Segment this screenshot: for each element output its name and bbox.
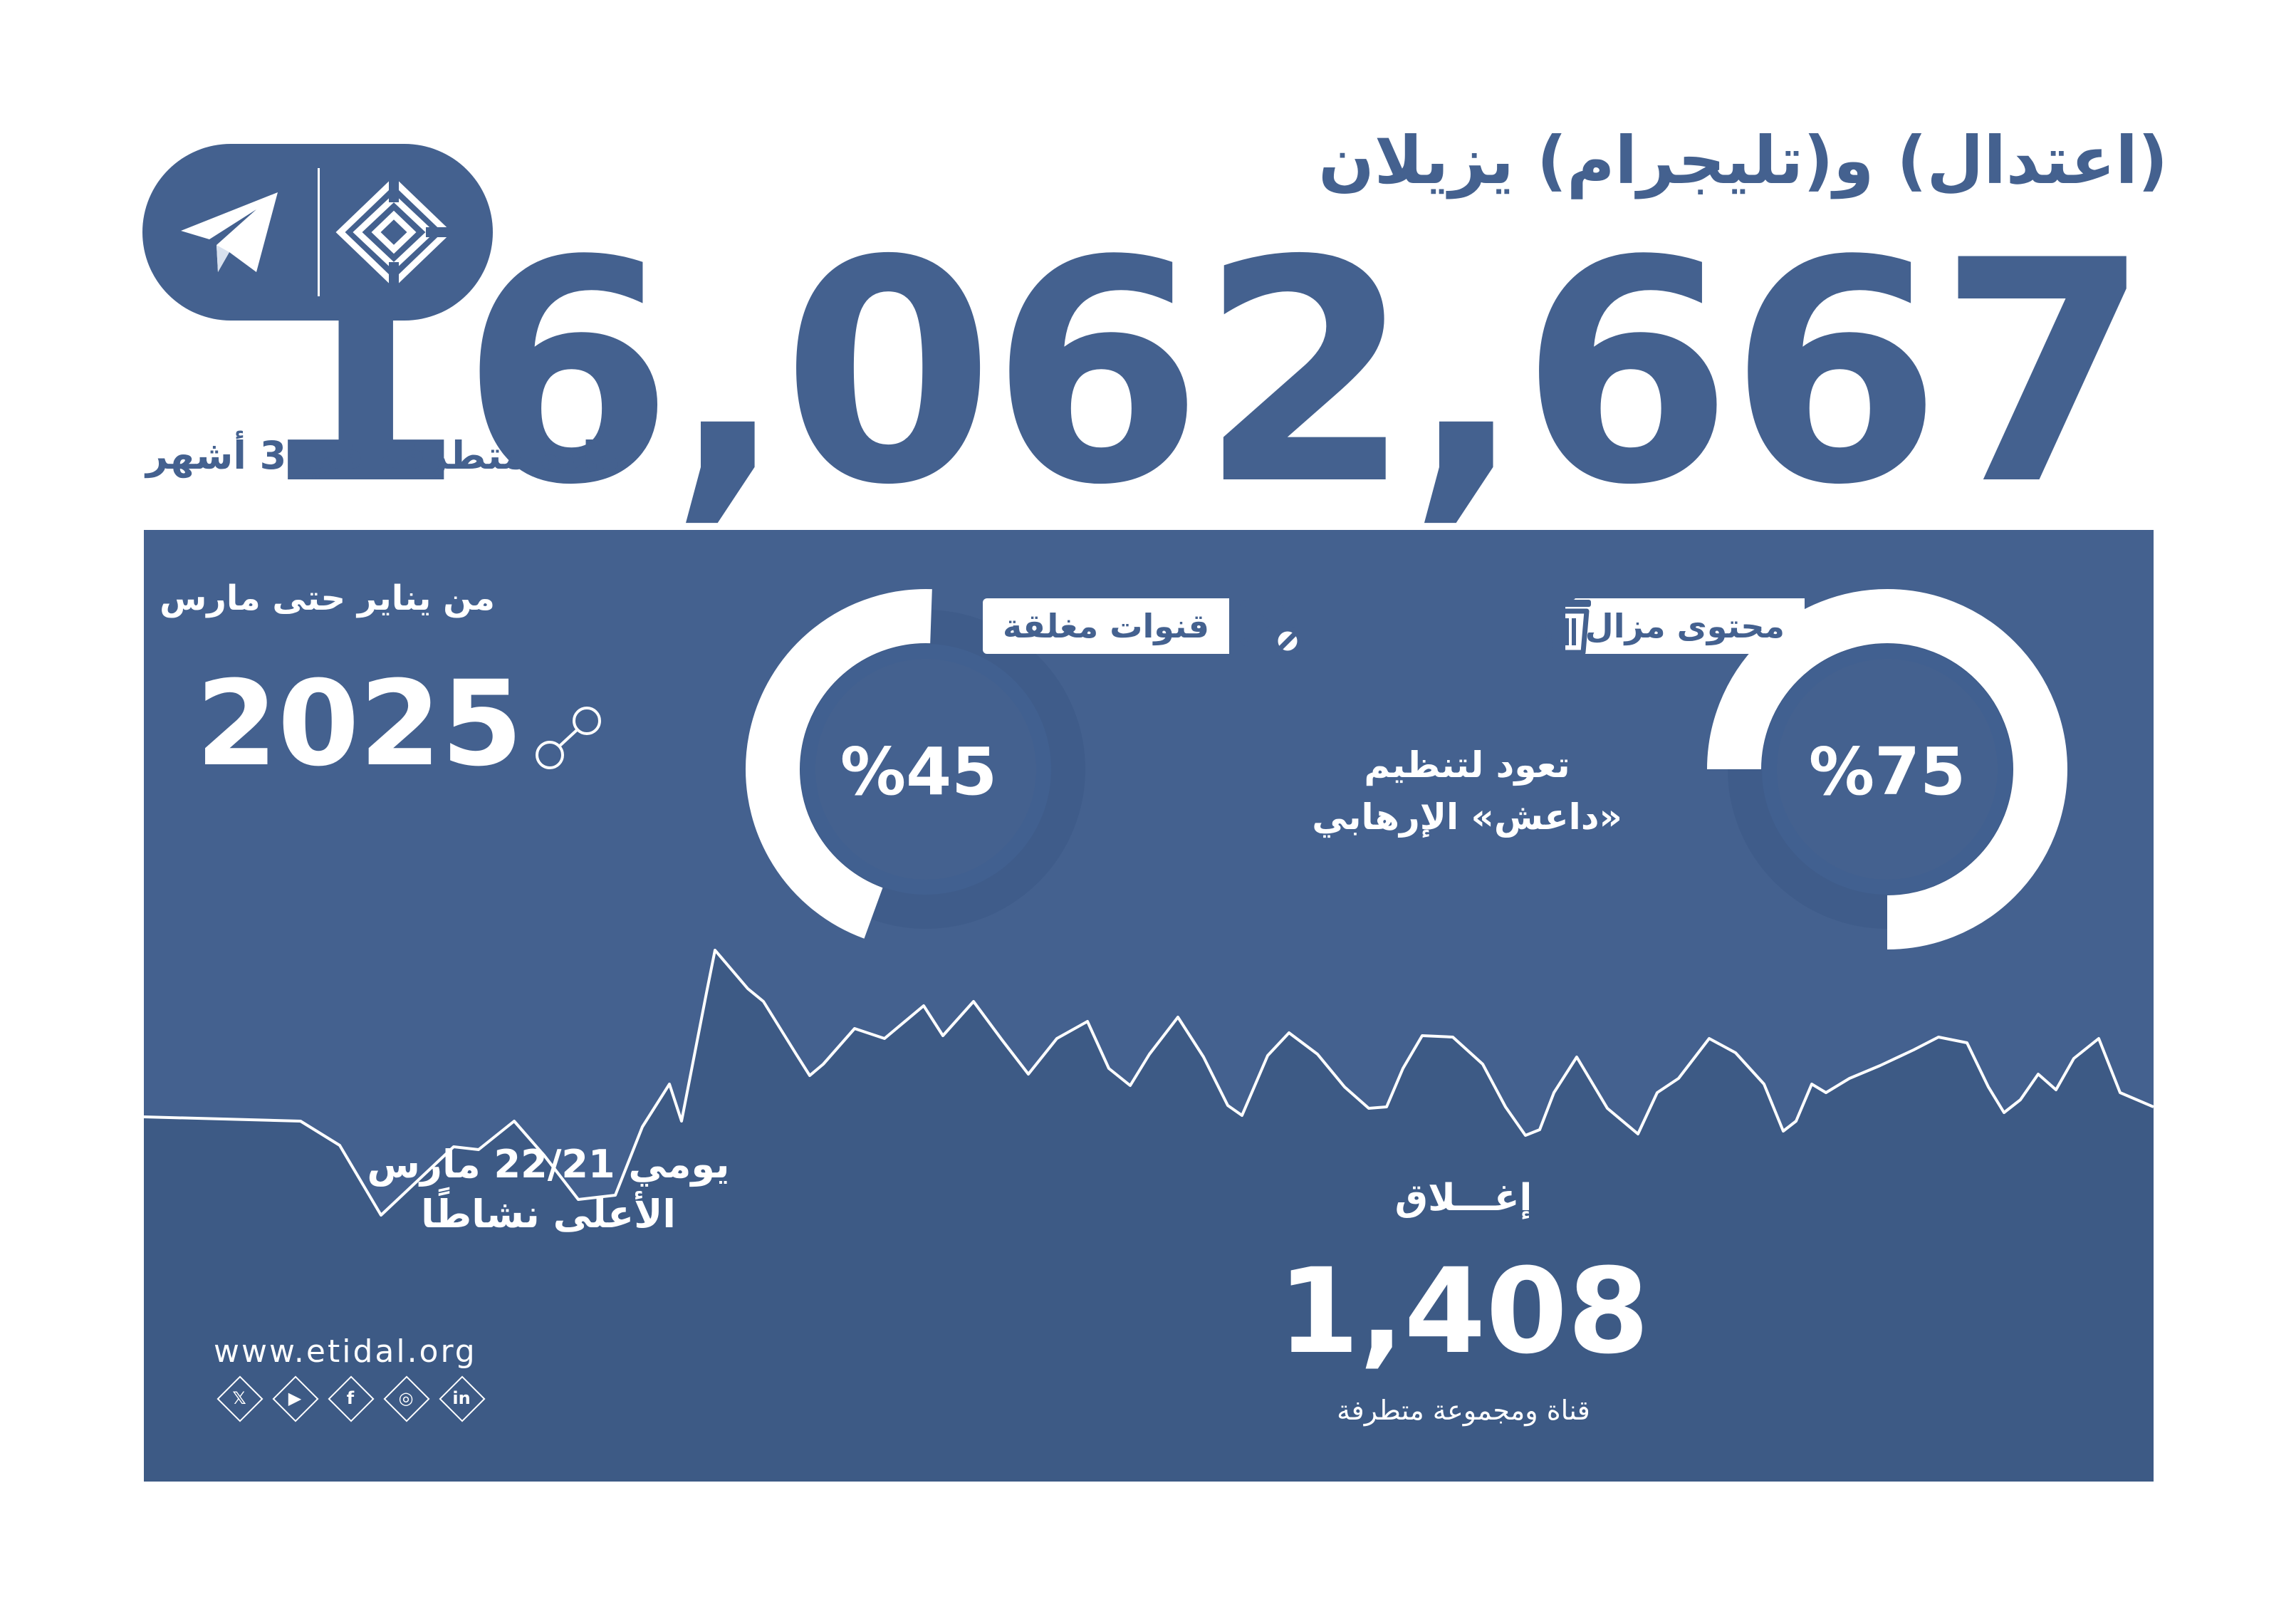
trash-icon (1543, 593, 1591, 655)
instagram-icon[interactable]: ◎ (383, 1375, 430, 1422)
website-link[interactable]: www.etidal.org (214, 1333, 477, 1370)
telegram-paper-plane-icon (181, 192, 278, 272)
period-label: من يناير حتى مارس (160, 578, 495, 618)
activity-line-chart (144, 707, 2154, 1482)
facebook-icon[interactable]: f (328, 1375, 375, 1422)
ring-center (815, 659, 1036, 880)
ring-center (1777, 659, 1998, 880)
period-year: 2025 (196, 655, 523, 792)
ring-progress-arc (746, 589, 932, 939)
ring-progress-arc (1707, 589, 2067, 949)
peak-days: يومي 22/21 مارس (367, 1142, 730, 1187)
logo-divider (318, 168, 320, 296)
linkedin-icon[interactable]: in (439, 1375, 486, 1422)
closure-description: قناة ومجموعة متطرفة (1337, 1395, 1590, 1426)
peak-activity-note: يومي 22/21 مارس الأعلى نشاطًا (349, 1140, 748, 1239)
removed-content-label: محتوى مزال (1565, 598, 1805, 654)
youtube-icon[interactable]: ▶ (272, 1375, 319, 1422)
closed-channels-label: قنوات مغلقة (983, 598, 1229, 654)
headline-subtitle: مادة متطرفة في 3 أشهر (146, 433, 621, 478)
video-blocked-icon (1239, 600, 1303, 656)
social-links: 𝕏 ▶ f ◎ in (216, 1375, 486, 1422)
peak-caption: الأعلى نشاطًا (421, 1192, 676, 1237)
removed-content-ring (1707, 589, 2067, 949)
peak-marker (536, 741, 564, 769)
total-removed-count: 16,062,667 (251, 196, 2151, 552)
brand-logo-badge (142, 144, 493, 321)
closed-channels-ring (746, 589, 1085, 939)
removed-content-percent: %75 (1808, 734, 1966, 810)
closed-channels-percent: %45 (840, 734, 998, 810)
etidal-kufic-logo (335, 174, 454, 291)
closure-count: 1,408 (1278, 1243, 1649, 1380)
x-icon[interactable]: 𝕏 (216, 1375, 263, 1422)
headline: (اعتدال) و(تليجرام) يزيلان (1318, 123, 2168, 199)
closure-label: إغـــلاق (1394, 1177, 1533, 1219)
peak-marker (573, 707, 601, 735)
isis-attribution-note: تعود لتنظيم «داعش» الإرهابي (1312, 744, 1622, 838)
